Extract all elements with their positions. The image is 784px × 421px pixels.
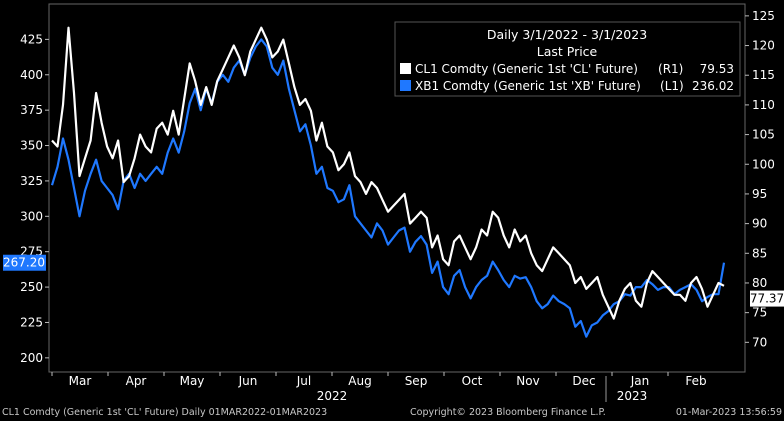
x-tick-label: Apr [126,374,147,388]
left-tick-label: 300 [20,209,43,223]
left-tick-label: 350 [20,139,43,153]
right-tick-label: 115 [752,68,775,82]
footer-timestamp: 01-Mar-2023 13:56:59 [675,407,782,418]
legend-value-cl1: 79.53 [700,62,734,76]
series-line [51,26,725,320]
left-tick-label: 325 [20,174,43,188]
x-axis: Mar Apr May Jun Jul Aug Sep Oct Nov Dec Jan Feb 2022… [51,372,707,403]
left-tick-label: 400 [20,68,43,82]
right-tick-label: 120 [752,39,775,53]
chart-subtitle: Last Price [537,44,598,59]
series-lines [50,26,726,338]
year-label-2023: 2023 [617,389,648,403]
legend-value-xb1: 236.02 [692,79,734,93]
left-tick-label: 250 [20,280,43,294]
xb1-last-tag-text: 267.20 [3,256,45,270]
x-tick-label: Oct [462,374,483,388]
legend-box [394,21,741,97]
right-tick-label: 70 [752,335,767,349]
right-tick-label: 100 [752,157,775,171]
last-value-tags: 267.20 77.37 [3,254,784,307]
x-tick-label: May [180,374,205,388]
cl1-last-tag-text: 77.37 [750,292,784,306]
x-tick-label: Jan [630,374,650,388]
year-label-2022: 2022 [317,389,348,403]
left-tick-label: 425 [20,32,43,46]
x-tick-label: Feb [685,374,706,388]
left-tick-label: 375 [20,103,43,117]
x-tick-label: Dec [572,374,595,388]
legend-axis-cl1: (R1) [658,62,683,76]
x-tick-label: Jul [296,374,311,388]
legend-label-cl1: CL1 Comdty (Generic 1st 'CL' Future) [415,62,638,76]
right-axis: 70 75 80 85 90 95 100 105 110 115 120 125 [745,9,775,349]
legend-swatch-xb1 [400,80,411,91]
chart-title: Daily 3/1/2022 - 3/1/2023 [487,27,647,42]
right-tick-label: 75 [752,306,767,320]
series-line [50,38,726,338]
right-tick-label: 80 [752,276,767,290]
left-tick-label: 225 [20,315,43,329]
footer-left: CL1 Comdty (Generic 1st 'CL' Future) Dai… [2,407,328,418]
right-tick-label: 95 [752,187,767,201]
xb1-last-tag [3,254,46,271]
x-tick-label: Sep [405,374,428,388]
right-tick-label: 125 [752,9,775,23]
legend-label-xb1: XB1 Comdty (Generic 1st 'XB' Future) [415,79,641,93]
right-tick-label: 90 [752,217,767,231]
right-tick-label: 85 [752,246,767,260]
legend-axis-xb1: (L1) [660,79,684,93]
x-tick-label: Mar [69,374,92,388]
legend: Daily 3/1/2022 - 3/1/2023 Last Price CL1… [394,21,741,97]
x-tick-label: Nov [516,374,539,388]
right-tick-label: 110 [752,98,775,112]
right-tick-label: 105 [752,128,775,142]
footer-copyright: Copyright© 2023 Bloomberg Finance L.P. [410,407,606,418]
cl1-last-tag [750,290,784,307]
left-tick-label: 200 [20,351,43,365]
x-tick-label: Jun [238,374,258,388]
x-tick-label: Aug [348,374,371,388]
footer: CL1 Comdty (Generic 1st 'CL' Future) Dai… [0,405,784,421]
legend-swatch-cl1 [400,63,411,74]
